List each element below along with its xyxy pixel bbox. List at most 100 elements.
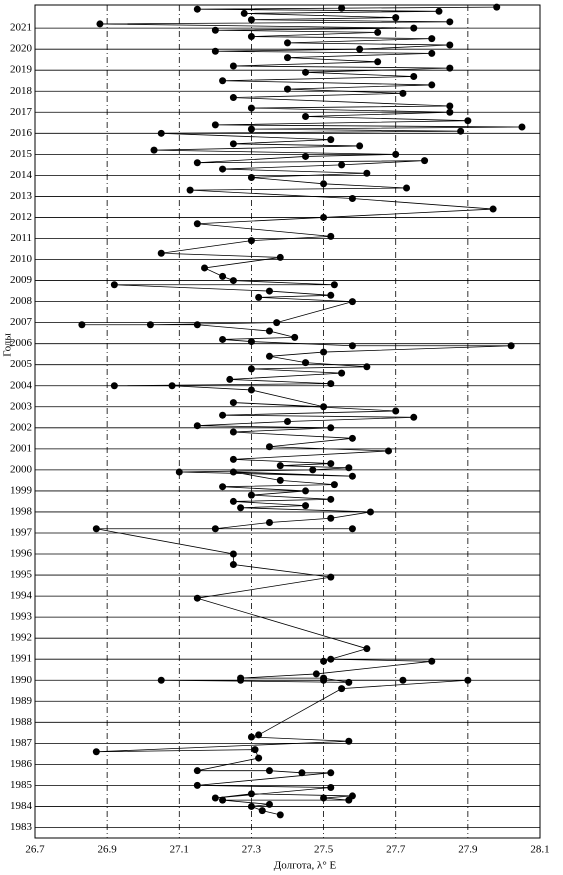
data-point xyxy=(446,64,454,72)
y-tick-label: 1985 xyxy=(10,779,33,791)
data-point xyxy=(247,790,255,798)
data-point xyxy=(193,594,201,602)
y-tick-label: 2011 xyxy=(10,232,32,244)
data-point xyxy=(251,746,259,754)
data-point xyxy=(446,41,454,49)
y-tick-label: 1999 xyxy=(10,484,33,496)
data-point xyxy=(309,466,317,474)
y-tick-label: 2018 xyxy=(10,85,33,97)
data-point xyxy=(385,447,392,455)
data-point xyxy=(219,411,227,419)
data-point xyxy=(284,39,291,47)
y-tick-label: 2008 xyxy=(10,295,33,307)
y-tick-label: 2017 xyxy=(10,106,33,118)
data-point xyxy=(273,319,281,327)
x-tick-label: 27.1 xyxy=(170,844,189,856)
data-point xyxy=(157,249,165,257)
data-point xyxy=(229,277,237,285)
data-point xyxy=(92,748,100,756)
data-point xyxy=(229,468,237,476)
data-point xyxy=(327,291,335,299)
data-point xyxy=(320,180,328,188)
data-point xyxy=(327,424,335,432)
x-axis-title: Долгота, λ° E xyxy=(274,860,337,872)
data-point xyxy=(193,159,201,167)
data-point xyxy=(255,754,263,762)
data-point xyxy=(356,45,364,53)
data-point xyxy=(229,94,237,102)
y-tick-label: 1991 xyxy=(10,653,32,665)
x-tick-label: 26.7 xyxy=(25,844,45,856)
data-point xyxy=(302,487,310,495)
data-point xyxy=(327,514,335,522)
y-tick-label: 2015 xyxy=(10,148,33,160)
y-tick-label: 1987 xyxy=(10,737,33,749)
data-point xyxy=(193,781,201,789)
data-point xyxy=(327,655,335,663)
data-point xyxy=(247,237,255,245)
y-tick-label: 1983 xyxy=(10,821,33,833)
y-tick-label: 1992 xyxy=(10,632,32,644)
data-point xyxy=(518,123,526,131)
data-point xyxy=(410,24,418,32)
data-point xyxy=(428,81,436,89)
data-point xyxy=(284,54,291,62)
data-point xyxy=(229,455,237,463)
y-tick-label: 2013 xyxy=(10,190,33,202)
data-point xyxy=(265,767,273,775)
data-point xyxy=(237,674,245,682)
data-point xyxy=(302,112,310,120)
data-point xyxy=(276,476,284,484)
data-point xyxy=(219,335,227,343)
data-point xyxy=(348,342,356,350)
data-point xyxy=(96,20,104,28)
y-tick-label: 1994 xyxy=(10,590,33,602)
data-point xyxy=(229,497,237,505)
data-point xyxy=(193,220,201,228)
data-point xyxy=(284,418,291,425)
y-tick-label: 2001 xyxy=(10,442,32,454)
data-point xyxy=(211,121,219,129)
data-point xyxy=(457,127,465,135)
y-tick-label: 1998 xyxy=(10,505,33,517)
data-point xyxy=(255,293,263,301)
data-point xyxy=(320,794,328,802)
data-point xyxy=(150,146,158,154)
data-point xyxy=(348,525,356,533)
data-point xyxy=(92,525,100,533)
y-tick-label: 2007 xyxy=(10,316,33,328)
data-point xyxy=(348,472,356,480)
data-point xyxy=(291,333,299,341)
data-point xyxy=(363,645,371,653)
y-tick-label: 1989 xyxy=(10,695,33,707)
y-tick-label: 2002 xyxy=(10,421,32,433)
y-tick-label: 1986 xyxy=(10,758,33,770)
data-point xyxy=(374,28,382,36)
x-tick-label: 26.9 xyxy=(98,844,118,856)
y-tick-label: 2014 xyxy=(10,169,33,181)
y-tick-label: 2009 xyxy=(10,274,33,286)
data-point xyxy=(276,811,284,819)
x-tick-label: 27.5 xyxy=(314,844,334,856)
data-point xyxy=(265,352,273,360)
data-point xyxy=(211,794,219,802)
x-tick-label: 27.3 xyxy=(242,844,262,856)
data-point xyxy=(345,737,353,745)
plot-frame xyxy=(34,4,541,839)
data-point xyxy=(302,359,310,367)
data-point xyxy=(320,403,328,411)
y-tick-label: 1990 xyxy=(10,674,33,686)
data-point xyxy=(193,767,201,775)
data-point xyxy=(229,399,237,407)
data-point xyxy=(298,769,306,777)
data-point xyxy=(302,68,310,76)
data-point xyxy=(302,502,310,510)
data-point xyxy=(146,321,154,329)
data-point xyxy=(392,150,400,158)
data-point xyxy=(327,232,335,240)
data-point xyxy=(363,169,371,177)
data-point xyxy=(327,573,335,581)
data-point xyxy=(320,674,328,682)
data-point xyxy=(302,152,310,160)
